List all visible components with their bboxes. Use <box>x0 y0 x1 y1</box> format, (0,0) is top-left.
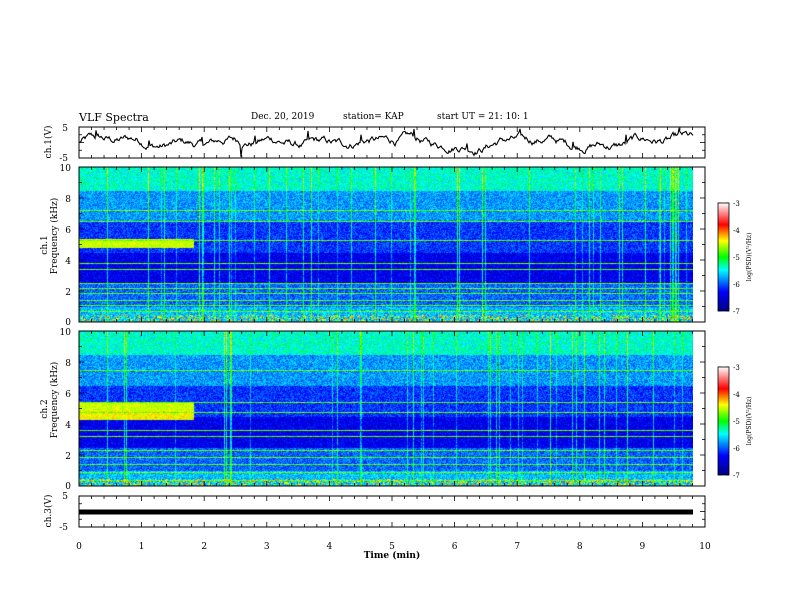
ch2-cb-tick-m4: -4 <box>733 391 740 399</box>
ch1-waveform-line <box>78 126 694 157</box>
xtick-3: 3 <box>264 542 270 552</box>
xtick-2: 2 <box>201 542 207 552</box>
ch1-colorbar <box>717 202 730 312</box>
ch3-waveform-ylabel: ch.3(V) <box>43 495 54 528</box>
header-title: VLF Spectra <box>79 111 149 124</box>
ch1-ftick-2: 2 <box>65 288 71 298</box>
ch2-ftick-2: 2 <box>65 452 71 462</box>
ch2-cb-tick-m3: -3 <box>733 364 740 372</box>
ch1-cb-tick-m4: -4 <box>733 227 740 235</box>
ch2-freq-ylabel-b: Frequency (kHz) <box>49 362 60 439</box>
x-axis-label: Time (min) <box>364 550 421 561</box>
xtick-9: 9 <box>640 542 646 552</box>
header-station: station= KAP <box>343 112 404 122</box>
ch2-ftick-4: 4 <box>65 421 71 431</box>
ch2-freq-ylabel-a: ch.2 <box>40 399 50 418</box>
xtick-7: 7 <box>514 542 520 552</box>
ch2-colorbar <box>717 366 730 476</box>
xtick-6: 6 <box>452 542 458 552</box>
ch1-ytick-m5: -5 <box>59 154 68 164</box>
ch2-ftick-0: 0 <box>65 482 71 492</box>
ch3-ytick-m5: -5 <box>59 523 68 533</box>
ch1-ftick-6: 6 <box>65 226 71 236</box>
ch1-ftick-10: 10 <box>60 164 72 174</box>
ch1-ftick-0: 0 <box>65 318 71 328</box>
ch1-waveform-ylabel: ch.1(V) <box>43 126 54 159</box>
ch1-freq-ylabel-a: ch.1 <box>40 235 50 254</box>
ch2-cb-tick-m7: -7 <box>733 472 740 480</box>
xtick-5: 5 <box>389 542 395 552</box>
ch1-cb-tick-m5: -5 <box>733 254 740 262</box>
ch2-spectrogram-image <box>79 331 693 486</box>
ch2-colorbar-label: log(PSD)(V²/Hz) <box>746 397 753 446</box>
xtick-4: 4 <box>327 542 333 552</box>
ch1-colorbar-label: log(PSD)(V²/Hz) <box>746 233 753 282</box>
ch2-ftick-8: 8 <box>65 359 71 369</box>
ch1-ftick-4: 4 <box>65 257 71 267</box>
ch1-ftick-8: 8 <box>65 195 71 205</box>
ch2-ftick-6: 6 <box>65 390 71 400</box>
ch1-freq-ylabel-b: Frequency (kHz) <box>49 198 60 275</box>
ch2-cb-tick-m5: -5 <box>733 418 740 426</box>
header-date: Dec. 20, 2019 <box>251 112 315 122</box>
axis-ticks <box>78 126 729 528</box>
xtick-8: 8 <box>577 542 583 552</box>
xtick-10: 10 <box>699 542 711 552</box>
xtick-0: 0 <box>76 542 82 552</box>
ch1-cb-tick-m3: -3 <box>733 200 740 208</box>
header-start: start UT = 21: 10: 1 <box>437 112 529 122</box>
xtick-1: 1 <box>139 542 145 552</box>
ch2-ftick-10: 10 <box>60 328 72 338</box>
ch3-ytick-5: 5 <box>62 492 68 502</box>
ch1-ytick-5: 5 <box>62 124 68 134</box>
ch2-cb-tick-m6: -6 <box>733 445 740 453</box>
ch1-cb-tick-m6: -6 <box>733 281 740 289</box>
ch1-cb-tick-m7: -7 <box>733 308 740 316</box>
ch1-spectrogram-image <box>79 167 693 322</box>
